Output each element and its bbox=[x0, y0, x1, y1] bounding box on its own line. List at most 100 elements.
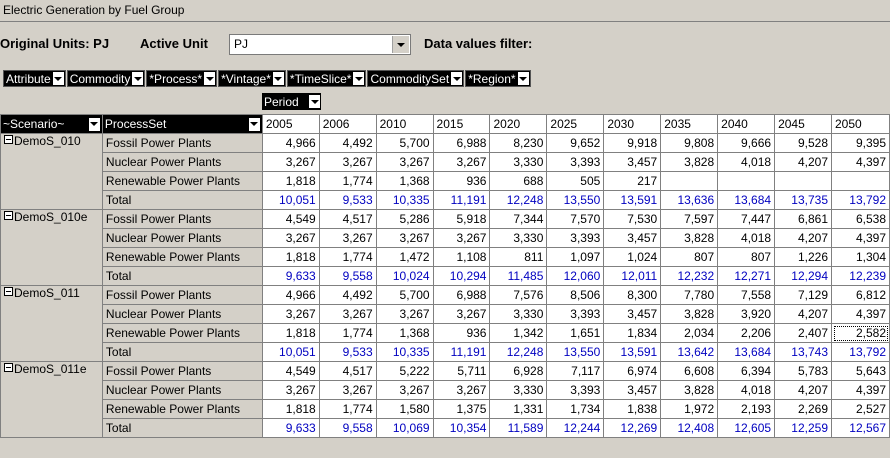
total-cell[interactable]: 9,633 bbox=[261, 266, 320, 286]
value-cell[interactable]: 1,774 bbox=[318, 247, 377, 267]
value-cell[interactable]: 3,267 bbox=[375, 304, 434, 324]
value-cell[interactable]: 3,828 bbox=[660, 152, 719, 172]
total-cell[interactable]: 10,069 bbox=[375, 418, 434, 438]
value-cell[interactable]: 1,734 bbox=[546, 399, 605, 419]
value-cell[interactable]: 4,207 bbox=[774, 304, 832, 324]
value-cell[interactable]: 807 bbox=[660, 247, 719, 267]
value-cell[interactable]: 2,269 bbox=[774, 399, 832, 419]
value-cell[interactable] bbox=[660, 171, 719, 191]
value-cell[interactable]: 3,267 bbox=[261, 380, 320, 400]
value-cell[interactable]: 4,966 bbox=[261, 285, 320, 305]
value-cell[interactable]: 5,222 bbox=[375, 361, 434, 381]
total-cell[interactable]: 12,408 bbox=[660, 418, 719, 438]
value-cell[interactable]: 9,666 bbox=[717, 133, 776, 153]
value-cell[interactable]: 3,330 bbox=[489, 228, 548, 248]
value-cell[interactable]: 7,344 bbox=[489, 209, 548, 229]
value-cell[interactable]: 4,207 bbox=[774, 228, 832, 248]
value-cell[interactable]: 6,812 bbox=[831, 285, 890, 305]
value-cell[interactable]: 3,267 bbox=[261, 152, 320, 172]
value-cell[interactable]: 3,267 bbox=[318, 380, 377, 400]
value-cell[interactable]: 1,774 bbox=[318, 171, 377, 191]
value-cell[interactable]: 8,506 bbox=[546, 285, 605, 305]
row-field-header[interactable]: ~Scenario~ bbox=[0, 114, 103, 134]
value-cell[interactable]: 1,838 bbox=[603, 399, 662, 419]
scenario-cell[interactable]: DemoS_010 bbox=[0, 133, 103, 210]
value-cell[interactable]: 2,193 bbox=[717, 399, 776, 419]
value-cell[interactable]: 9,528 bbox=[774, 133, 832, 153]
total-cell[interactable]: 11,485 bbox=[489, 266, 548, 286]
total-cell[interactable]: 10,335 bbox=[375, 342, 434, 362]
value-cell[interactable]: 6,608 bbox=[660, 361, 719, 381]
value-cell[interactable]: 1,580 bbox=[375, 399, 434, 419]
value-cell[interactable]: 1,226 bbox=[774, 247, 832, 267]
value-cell[interactable]: 1,342 bbox=[489, 323, 548, 343]
total-cell[interactable]: 13,792 bbox=[831, 342, 890, 362]
value-cell[interactable]: 2,206 bbox=[717, 323, 776, 343]
value-cell[interactable]: 936 bbox=[432, 171, 491, 191]
total-cell[interactable]: 12,605 bbox=[717, 418, 776, 438]
value-cell[interactable] bbox=[831, 171, 890, 191]
value-cell[interactable]: 3,920 bbox=[717, 304, 776, 324]
value-cell[interactable]: 3,457 bbox=[603, 228, 662, 248]
total-cell[interactable]: 13,591 bbox=[603, 190, 662, 210]
value-cell[interactable]: 1,304 bbox=[831, 247, 890, 267]
value-cell[interactable]: 1,472 bbox=[375, 247, 434, 267]
value-cell[interactable]: 3,267 bbox=[375, 152, 434, 172]
page-field-button[interactable]: *TimeSlice* bbox=[286, 70, 367, 87]
value-cell[interactable]: 3,267 bbox=[432, 228, 491, 248]
total-cell[interactable]: 13,550 bbox=[546, 190, 605, 210]
total-cell[interactable]: 12,259 bbox=[774, 418, 832, 438]
value-cell[interactable]: 7,780 bbox=[660, 285, 719, 305]
value-cell[interactable]: 3,330 bbox=[489, 304, 548, 324]
value-cell[interactable]: 3,267 bbox=[318, 228, 377, 248]
total-cell[interactable]: 10,335 bbox=[375, 190, 434, 210]
value-cell[interactable]: 5,918 bbox=[432, 209, 491, 229]
total-cell[interactable]: 13,684 bbox=[717, 190, 776, 210]
chevron-down-icon[interactable] bbox=[272, 72, 284, 85]
value-cell[interactable]: 4,397 bbox=[831, 304, 890, 324]
value-cell[interactable]: 1,774 bbox=[318, 399, 377, 419]
value-cell[interactable]: 5,711 bbox=[432, 361, 491, 381]
value-cell[interactable]: 5,643 bbox=[831, 361, 890, 381]
row-field-header[interactable]: ProcessSet bbox=[101, 114, 263, 134]
value-cell[interactable]: 4,397 bbox=[831, 380, 890, 400]
value-cell[interactable]: 807 bbox=[717, 247, 776, 267]
value-cell[interactable]: 4,207 bbox=[774, 152, 832, 172]
value-cell[interactable]: 9,918 bbox=[603, 133, 662, 153]
value-cell[interactable]: 1,375 bbox=[432, 399, 491, 419]
value-cell[interactable]: 7,558 bbox=[717, 285, 776, 305]
value-cell[interactable]: 3,828 bbox=[660, 228, 719, 248]
value-cell[interactable]: 3,393 bbox=[546, 152, 605, 172]
value-cell[interactable]: 4,018 bbox=[717, 152, 776, 172]
total-cell[interactable]: 10,354 bbox=[432, 418, 491, 438]
value-cell[interactable]: 4,966 bbox=[261, 133, 320, 153]
chevron-down-icon[interactable] bbox=[517, 72, 529, 85]
value-cell[interactable]: 1,834 bbox=[603, 323, 662, 343]
value-cell[interactable]: 2,034 bbox=[660, 323, 719, 343]
chevron-down-icon[interactable] bbox=[392, 36, 409, 53]
value-cell[interactable]: 4,018 bbox=[717, 228, 776, 248]
value-cell[interactable]: 1,651 bbox=[546, 323, 605, 343]
value-cell[interactable]: 5,700 bbox=[375, 285, 434, 305]
value-cell[interactable]: 3,267 bbox=[318, 304, 377, 324]
value-cell[interactable]: 4,549 bbox=[261, 361, 320, 381]
value-cell[interactable]: 3,267 bbox=[432, 380, 491, 400]
page-field-button[interactable]: *Vintage* bbox=[218, 70, 286, 87]
value-cell[interactable]: 4,397 bbox=[831, 152, 890, 172]
value-cell[interactable]: 7,530 bbox=[603, 209, 662, 229]
total-cell[interactable]: 9,558 bbox=[318, 266, 377, 286]
value-cell[interactable]: 3,457 bbox=[603, 380, 662, 400]
total-cell[interactable]: 13,735 bbox=[774, 190, 832, 210]
chevron-down-icon[interactable] bbox=[451, 72, 463, 85]
total-cell[interactable]: 12,269 bbox=[603, 418, 662, 438]
page-field-button[interactable]: Commodity bbox=[66, 70, 146, 87]
value-cell[interactable]: 811 bbox=[489, 247, 548, 267]
page-field-button[interactable]: *Process* bbox=[146, 70, 218, 87]
column-field-period[interactable]: Period bbox=[262, 93, 321, 110]
value-cell[interactable]: 217 bbox=[603, 171, 662, 191]
chevron-down-icon[interactable] bbox=[248, 117, 260, 131]
value-cell[interactable]: 1,368 bbox=[375, 323, 434, 343]
total-cell[interactable]: 12,011 bbox=[603, 266, 662, 286]
value-cell[interactable]: 7,570 bbox=[546, 209, 605, 229]
chevron-down-icon[interactable] bbox=[132, 72, 144, 85]
